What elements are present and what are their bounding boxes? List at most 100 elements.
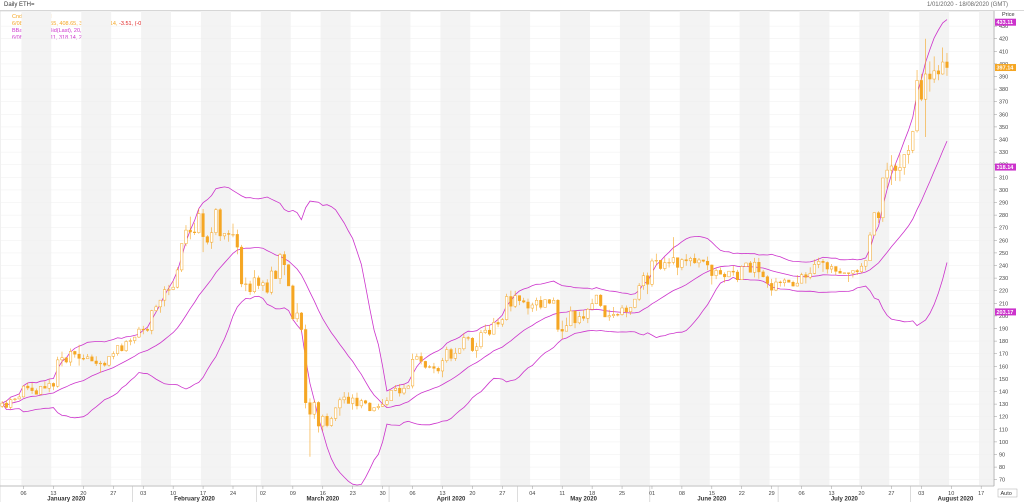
candle	[543, 299, 547, 308]
candle-body	[163, 289, 167, 301]
candle-body	[599, 294, 603, 306]
candle	[248, 280, 252, 295]
candle	[522, 297, 526, 304]
candle	[184, 225, 188, 247]
candle	[911, 130, 915, 154]
month-label: January 2020	[47, 497, 86, 502]
candle	[351, 394, 355, 410]
candle	[633, 298, 637, 309]
candle-body	[706, 260, 710, 266]
candle-body	[184, 229, 188, 244]
candle-body	[543, 299, 547, 308]
price-tick-label: 370	[999, 100, 1008, 106]
candle	[445, 346, 449, 363]
candle	[718, 267, 722, 275]
candle	[116, 345, 120, 356]
day-tick-label: 27	[110, 491, 116, 497]
price-tick-label: 170	[999, 352, 1008, 358]
candle	[684, 254, 688, 266]
day-tick-label: 27	[499, 491, 505, 497]
candle-body	[94, 360, 98, 364]
candle-body	[624, 307, 628, 312]
candle-body	[770, 283, 774, 291]
candle	[124, 340, 128, 352]
candle-body	[611, 314, 616, 316]
candle-body	[808, 273, 812, 278]
candle	[329, 416, 333, 427]
candle-body	[295, 312, 299, 320]
candle	[342, 392, 346, 404]
candle-body	[894, 165, 898, 171]
candle	[269, 266, 274, 295]
candle-body	[834, 266, 838, 272]
candle	[735, 269, 740, 283]
candle-body	[419, 356, 423, 362]
candle	[804, 272, 808, 284]
candle-body	[522, 300, 526, 303]
candle	[141, 325, 145, 335]
candle-body	[539, 300, 543, 308]
price-tick-label: 100	[999, 440, 1008, 446]
candle	[881, 177, 885, 222]
candle	[817, 257, 821, 269]
candle-body	[864, 260, 868, 267]
candle	[372, 407, 376, 412]
week-shade	[859, 11, 890, 486]
candle-legend-ohlc: 6/08/2020, 401.55, 408.65, 390.50, 397.1…	[12, 21, 120, 27]
candle-body	[547, 299, 551, 304]
candle-body	[842, 272, 846, 274]
candle-body	[316, 402, 321, 427]
candle	[573, 310, 577, 329]
candle	[415, 353, 419, 360]
price-tick-label: 430	[999, 24, 1008, 30]
candle	[932, 56, 936, 83]
candle	[885, 162, 889, 189]
day-tick-label: 02	[260, 491, 266, 497]
candle	[402, 384, 406, 395]
price-tick-label: 250	[999, 251, 1008, 257]
price-axis: PriceUSD70809010011012013014015016017018…	[993, 11, 1018, 498]
candle	[577, 311, 581, 325]
candle-body	[107, 356, 111, 366]
candle-body	[227, 233, 231, 235]
candle-body	[817, 261, 821, 265]
price-tick-label: 90	[999, 453, 1005, 459]
candle-body	[56, 359, 60, 387]
candle	[432, 362, 436, 374]
price-tag-label: 203.17	[997, 310, 1014, 316]
day-tick-label: 18	[589, 491, 595, 497]
candle	[265, 279, 269, 294]
candle-body	[372, 407, 376, 412]
candle-body	[825, 262, 829, 270]
candle	[274, 270, 278, 279]
candle-body	[787, 279, 791, 283]
chart-title: Daily ETH=	[4, 2, 35, 8]
candle-body	[453, 352, 457, 359]
candle-body	[116, 345, 120, 354]
candle-body	[86, 356, 90, 359]
candles-layer	[0, 38, 949, 457]
candle-body	[34, 390, 38, 395]
candle	[808, 267, 812, 280]
price-tick-label: 150	[999, 377, 1008, 383]
candle-body	[765, 276, 769, 284]
candle	[898, 154, 902, 182]
candle-body	[667, 262, 671, 264]
candle	[359, 398, 363, 409]
day-tick-label: 09	[290, 491, 296, 497]
candle-body	[248, 283, 252, 292]
price-tick-label: 70	[999, 478, 1005, 484]
candle-body	[128, 340, 132, 342]
candle-body	[192, 231, 197, 233]
week-shade	[739, 11, 770, 486]
candle-body	[616, 314, 620, 316]
candle	[941, 47, 945, 75]
candle	[663, 257, 667, 271]
candle-body	[898, 167, 902, 171]
candle-body	[919, 80, 923, 100]
candle-body	[902, 154, 906, 168]
candle-body	[291, 285, 295, 320]
day-tick-label: 08	[679, 491, 685, 497]
candle	[98, 360, 103, 373]
